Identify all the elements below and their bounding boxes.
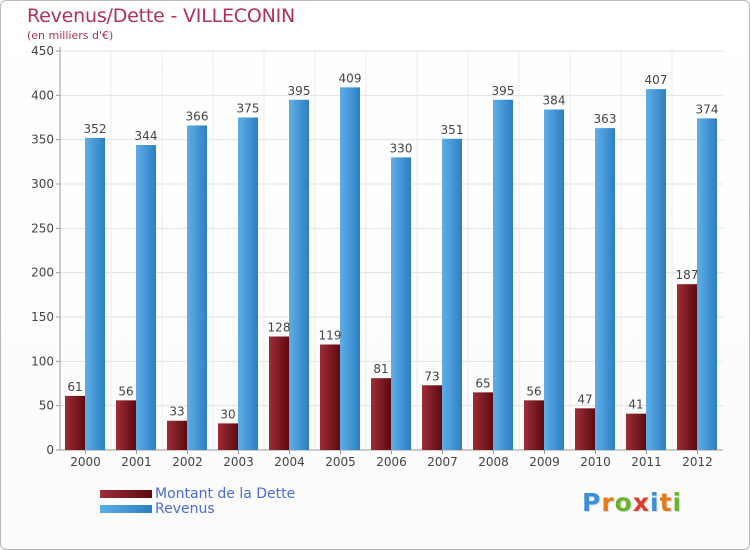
ytick-label-100: 100	[31, 354, 54, 368]
xtick-label-2002: 2002	[172, 455, 203, 469]
data-label-dette-2008: 65	[475, 376, 490, 390]
logo-letter: r	[601, 488, 615, 517]
data-label-revenus-2004: 395	[288, 84, 311, 98]
ytick-label-200: 200	[31, 266, 54, 280]
legend-swatch-dette	[100, 490, 152, 498]
bar-dette-2009	[524, 400, 544, 450]
data-label-revenus-2010: 363	[594, 112, 617, 126]
axes: 0 50 100 150 200 250 300 350 400 450 2000 2001 2002 2…	[31, 44, 723, 469]
bar-dette-2008	[473, 392, 493, 450]
xtick-label-2001: 2001	[121, 455, 152, 469]
data-label-dette-2012: 187	[676, 268, 699, 282]
data-label-dette-2003: 30	[220, 407, 235, 421]
ytick-label-150: 150	[31, 310, 54, 324]
xtick-label-2009: 2009	[529, 455, 560, 469]
xtick-label-2004: 2004	[274, 455, 305, 469]
data-label-revenus-2011: 407	[645, 73, 668, 87]
data-label-dette-2004: 128	[268, 321, 291, 335]
bar-dette-2005	[320, 344, 340, 450]
bar-dette-2001	[116, 400, 136, 450]
legend-label-revenus: Revenus	[155, 501, 215, 517]
data-label-dette-2007: 73	[424, 369, 439, 383]
xtick-label-2011: 2011	[631, 455, 662, 469]
logo-letter: o	[614, 488, 633, 517]
bar-revenus-2012	[697, 118, 717, 451]
data-label-revenus-2007: 351	[441, 123, 464, 137]
data-label-dette-2001: 56	[118, 384, 133, 398]
ytick-label-450: 450	[31, 44, 54, 58]
xtick-label-2005: 2005	[325, 455, 356, 469]
data-label-dette-2000: 61	[67, 380, 82, 394]
bar-revenus-2003	[238, 117, 258, 450]
bar-revenus-2008	[493, 99, 513, 451]
xtick-label-2000: 2000	[70, 455, 101, 469]
ytick-label-250: 250	[31, 221, 54, 235]
logo-letter: i	[650, 488, 660, 517]
bar-dette-2006	[371, 378, 391, 450]
bars	[65, 87, 717, 451]
logo-letter: P	[582, 488, 602, 517]
logo-letter: t	[659, 488, 673, 517]
ytick-label-350: 350	[31, 133, 54, 147]
bar-dette-2010	[575, 408, 595, 450]
xtick-label-2003: 2003	[223, 455, 254, 469]
bar-revenus-2010	[595, 128, 615, 450]
bar-revenus-2001	[136, 144, 156, 450]
bar-dette-2003	[218, 423, 238, 450]
proxiti-logo: Proxiti	[582, 488, 682, 517]
xtick-label-2007: 2007	[427, 455, 458, 469]
data-label-revenus-2009: 384	[543, 94, 566, 108]
data-label-revenus-2001: 344	[135, 129, 158, 143]
bar-revenus-2002	[187, 125, 207, 450]
bar-revenus-2009	[544, 109, 564, 451]
data-label-dette-2009: 56	[526, 384, 541, 398]
bar-revenus-2007	[442, 138, 462, 450]
bar-revenus-2004	[289, 99, 309, 451]
ytick-label-50: 50	[39, 399, 54, 413]
bar-dette-2002	[167, 420, 187, 450]
bar-dette-2007	[422, 385, 442, 450]
logo-letter: x	[632, 488, 650, 517]
chart-subtitle: (en milliers d'€)	[27, 29, 114, 42]
xtick-label-2010: 2010	[580, 455, 611, 469]
bar-dette-2004	[269, 336, 289, 450]
data-label-revenus-2005: 409	[339, 71, 362, 85]
xtick-label-2008: 2008	[478, 455, 509, 469]
bar-revenus-2006	[391, 157, 411, 450]
legend-label-dette: Montant de la Dette	[155, 486, 296, 502]
data-label-revenus-2003: 375	[237, 102, 260, 116]
xtick-label-2006: 2006	[376, 455, 407, 469]
data-label-revenus-2012: 374	[696, 102, 719, 116]
bar-revenus-2011	[646, 89, 666, 451]
data-label-dette-2005: 119	[319, 328, 342, 342]
bar-revenus-2005	[340, 87, 360, 450]
data-label-revenus-2008: 395	[492, 84, 515, 98]
data-label-revenus-2002: 366	[186, 109, 209, 123]
ytick-label-400: 400	[31, 88, 54, 102]
data-label-dette-2006: 81	[373, 362, 388, 376]
data-label-dette-2011: 41	[628, 398, 643, 412]
legend-swatch-revenus	[100, 505, 152, 513]
data-label-revenus-2000: 352	[84, 122, 107, 136]
data-label-dette-2010: 47	[577, 392, 592, 406]
logo-letter: i	[672, 488, 683, 517]
data-label-dette-2002: 33	[169, 405, 184, 419]
bar-dette-2011	[626, 413, 646, 450]
data-label-revenus-2006: 330	[390, 141, 413, 155]
data-labels: 61 352 56 344 33 366 30 375 128 395 119 409 81 330 73 3…	[67, 71, 718, 421]
chart-title: Revenus/Dette - VILLECONIN	[27, 5, 296, 27]
ytick-label-300: 300	[31, 177, 54, 191]
bar-dette-2012	[677, 284, 697, 450]
bar-dette-2000	[65, 395, 85, 450]
ytick-label-0: 0	[46, 443, 54, 457]
bar-revenus-2000	[85, 137, 105, 451]
xtick-label-2012: 2012	[682, 455, 713, 469]
